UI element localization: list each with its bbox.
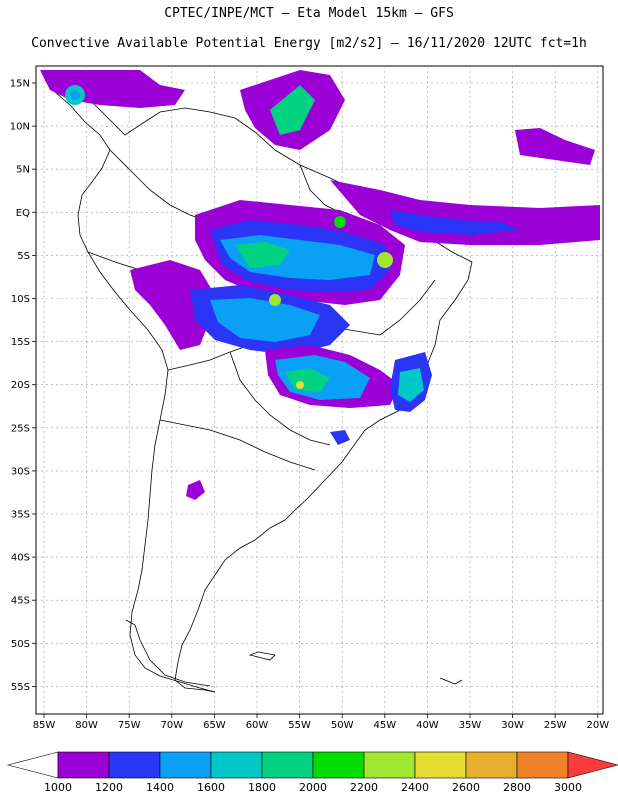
colorbar-swatch [210, 751, 263, 779]
latitude-label: 15S [11, 337, 30, 348]
colorbar [6, 751, 618, 779]
colorbar-label: 2200 [350, 781, 378, 794]
longitude-label: 70W [160, 720, 183, 731]
longitude-label: 80W [75, 720, 98, 731]
longitude-label: 55W [288, 720, 311, 731]
colorbar-swatch [108, 751, 161, 779]
latitude-label: 55S [11, 682, 30, 693]
colorbar-label: 2600 [452, 781, 480, 794]
cape-shading [40, 70, 600, 500]
colorbar-label: 1200 [95, 781, 123, 794]
cape-area [296, 381, 304, 389]
colorbar-swatch [57, 751, 110, 779]
latitude-labels: 15N 10N 5N EQ 5S 10S 15S 20S 25S 30S 35S 40S 45S 50S 5… [10, 79, 30, 693]
latitude-label: 5N [16, 165, 30, 176]
cape-area [269, 294, 281, 306]
colorbar-swatch [516, 751, 569, 779]
longitude-label: 45W [373, 720, 396, 731]
longitude-label: 40W [416, 720, 439, 731]
cape-area [334, 216, 346, 228]
latitude-label: 10S [11, 294, 30, 305]
cape-area [186, 480, 205, 500]
colorbar-label: 2800 [503, 781, 531, 794]
colorbar-swatch [312, 751, 365, 779]
cape-area [330, 180, 600, 245]
cape-area [390, 210, 520, 235]
longitude-label: 65W [203, 720, 226, 731]
colorbar-label: 1400 [146, 781, 174, 794]
graticule [32, 66, 603, 718]
latitude-label: 20S [11, 380, 30, 391]
map-subtitle: Convective Available Potential Energy [m… [31, 36, 587, 51]
latitude-label: 50S [11, 639, 30, 650]
longitude-label: 75W [118, 720, 141, 731]
longitude-label: 60W [246, 720, 269, 731]
colorbar-under-arrow [6, 751, 59, 779]
latitude-label: 45S [11, 596, 30, 607]
cape-area [330, 430, 350, 445]
colorbar-over-arrow [567, 751, 618, 779]
latitude-label: 25S [11, 423, 30, 434]
latitude-label: 40S [11, 553, 30, 564]
cape-area [398, 368, 424, 402]
cape-area [70, 90, 80, 100]
colorbar-swatch [414, 751, 467, 779]
colorbar-label: 2000 [299, 781, 327, 794]
colorbar-swatch [159, 751, 212, 779]
latitude-label: 30S [11, 466, 30, 477]
latitude-label: 15N [10, 79, 30, 90]
colorbar-label: 1800 [248, 781, 276, 794]
longitude-label: 35W [459, 720, 482, 731]
latitude-label: EQ [16, 208, 30, 219]
cape-area [377, 252, 393, 268]
longitude-label: 85W [33, 720, 56, 731]
cape-area [235, 242, 290, 268]
colorbar-label: 1600 [197, 781, 225, 794]
colorbar-label: 3000 [554, 781, 582, 794]
longitude-labels: 85W 80W 75W 70W 65W 60W 55W 50W 45W 40W 35W 30W 25W 2… [33, 720, 610, 731]
longitude-label: 25W [544, 720, 567, 731]
colorbar-swatch [261, 751, 314, 779]
cape-area [270, 85, 315, 135]
latitude-label: 10N [10, 122, 30, 133]
colorbar-swatch [363, 751, 416, 779]
cape-area [515, 128, 595, 165]
longitude-label: 50W [331, 720, 354, 731]
longitude-label: 20W [586, 720, 609, 731]
colorbar-label: 1000 [44, 781, 72, 794]
latitude-label: 35S [11, 510, 30, 521]
map-title: CPTEC/INPE/MCT – Eta Model 15km – GFS [164, 6, 454, 21]
colorbar-label: 2400 [401, 781, 429, 794]
cape-area [130, 260, 215, 350]
cape-area [210, 298, 320, 342]
latitude-label: 5S [17, 251, 30, 262]
longitude-label: 30W [501, 720, 524, 731]
colorbar-swatch [465, 751, 518, 779]
